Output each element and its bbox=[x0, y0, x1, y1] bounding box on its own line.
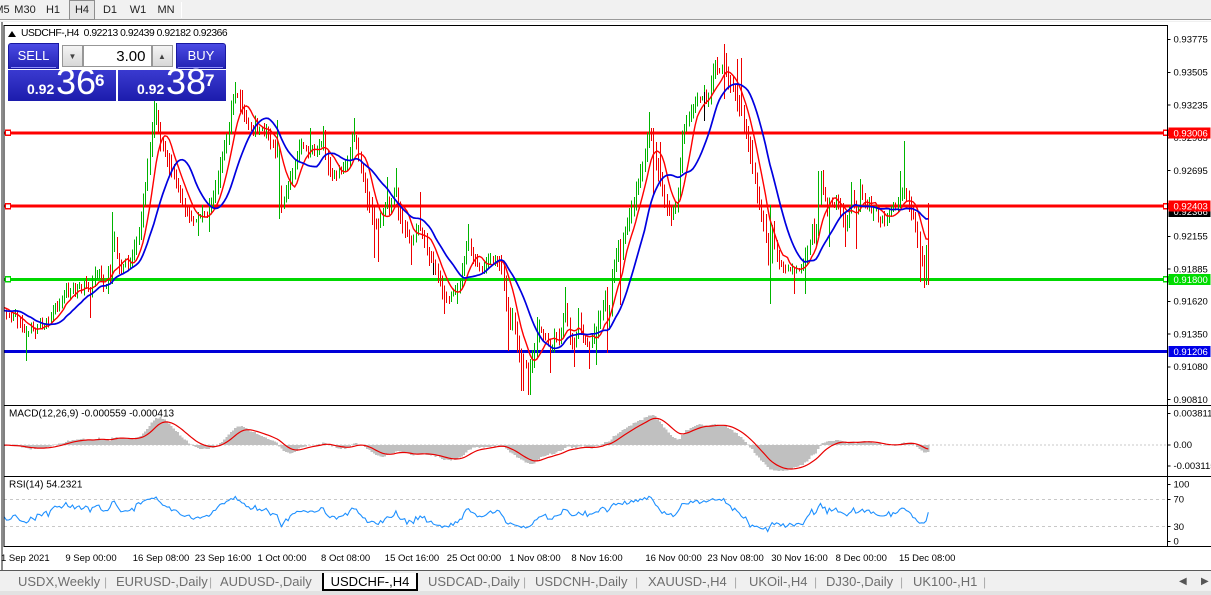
svg-text:0.91080: 0.91080 bbox=[1174, 362, 1208, 373]
svg-text:0.91350: 0.91350 bbox=[1174, 329, 1208, 340]
svg-text:8 Oct 08:00: 8 Oct 08:00 bbox=[321, 553, 370, 564]
svg-text:15 Dec 08:00: 15 Dec 08:00 bbox=[899, 553, 956, 564]
svg-text:0.91620: 0.91620 bbox=[1174, 297, 1208, 308]
svg-text:0.92695: 0.92695 bbox=[1174, 166, 1208, 177]
svg-text:8 Dec 00:00: 8 Dec 00:00 bbox=[836, 553, 887, 564]
svg-text:0.92155: 0.92155 bbox=[1174, 232, 1208, 243]
svg-text:RSI(14) 54.2321: RSI(14) 54.2321 bbox=[9, 480, 83, 491]
svg-text:0.93006: 0.93006 bbox=[1174, 128, 1208, 139]
svg-text:100: 100 bbox=[1174, 480, 1190, 491]
svg-text:0.91885: 0.91885 bbox=[1174, 264, 1208, 275]
svg-text:MACD(12,26,9) -0.000559 -0.000: MACD(12,26,9) -0.000559 -0.000413 bbox=[9, 409, 175, 420]
svg-text:30 Nov 16:00: 30 Nov 16:00 bbox=[771, 553, 828, 564]
svg-text:30: 30 bbox=[1174, 522, 1185, 533]
svg-text:0.90810: 0.90810 bbox=[1174, 395, 1208, 406]
svg-text:8 Nov 16:00: 8 Nov 16:00 bbox=[571, 553, 622, 564]
svg-text:25 Oct 00:00: 25 Oct 00:00 bbox=[447, 553, 501, 564]
svg-text:0.93505: 0.93505 bbox=[1174, 68, 1208, 79]
svg-text:0.92403: 0.92403 bbox=[1174, 202, 1208, 213]
svg-text:1 Sep 2021: 1 Sep 2021 bbox=[1, 553, 50, 564]
svg-text:0.91206: 0.91206 bbox=[1174, 347, 1208, 358]
svg-text:0: 0 bbox=[1174, 537, 1179, 548]
svg-text:0.003811: 0.003811 bbox=[1174, 409, 1211, 420]
svg-text:1 Oct 00:00: 1 Oct 00:00 bbox=[257, 553, 306, 564]
svg-text:23 Sep 16:00: 23 Sep 16:00 bbox=[195, 553, 252, 564]
svg-text:1 Nov 08:00: 1 Nov 08:00 bbox=[509, 553, 560, 564]
svg-text:70: 70 bbox=[1174, 495, 1185, 506]
svg-text:16 Nov 00:00: 16 Nov 00:00 bbox=[645, 553, 702, 564]
svg-text:-0.003115: -0.003115 bbox=[1174, 461, 1211, 472]
svg-text:0.91800: 0.91800 bbox=[1174, 275, 1208, 286]
svg-text:23 Nov 08:00: 23 Nov 08:00 bbox=[707, 553, 764, 564]
svg-text:0.00: 0.00 bbox=[1174, 440, 1193, 451]
svg-text:16 Sep 08:00: 16 Sep 08:00 bbox=[133, 553, 190, 564]
svg-text:15 Oct 16:00: 15 Oct 16:00 bbox=[385, 553, 439, 564]
svg-text:0.93775: 0.93775 bbox=[1174, 35, 1208, 46]
svg-text:0.93235: 0.93235 bbox=[1174, 100, 1208, 111]
svg-text:9 Sep 00:00: 9 Sep 00:00 bbox=[65, 553, 116, 564]
